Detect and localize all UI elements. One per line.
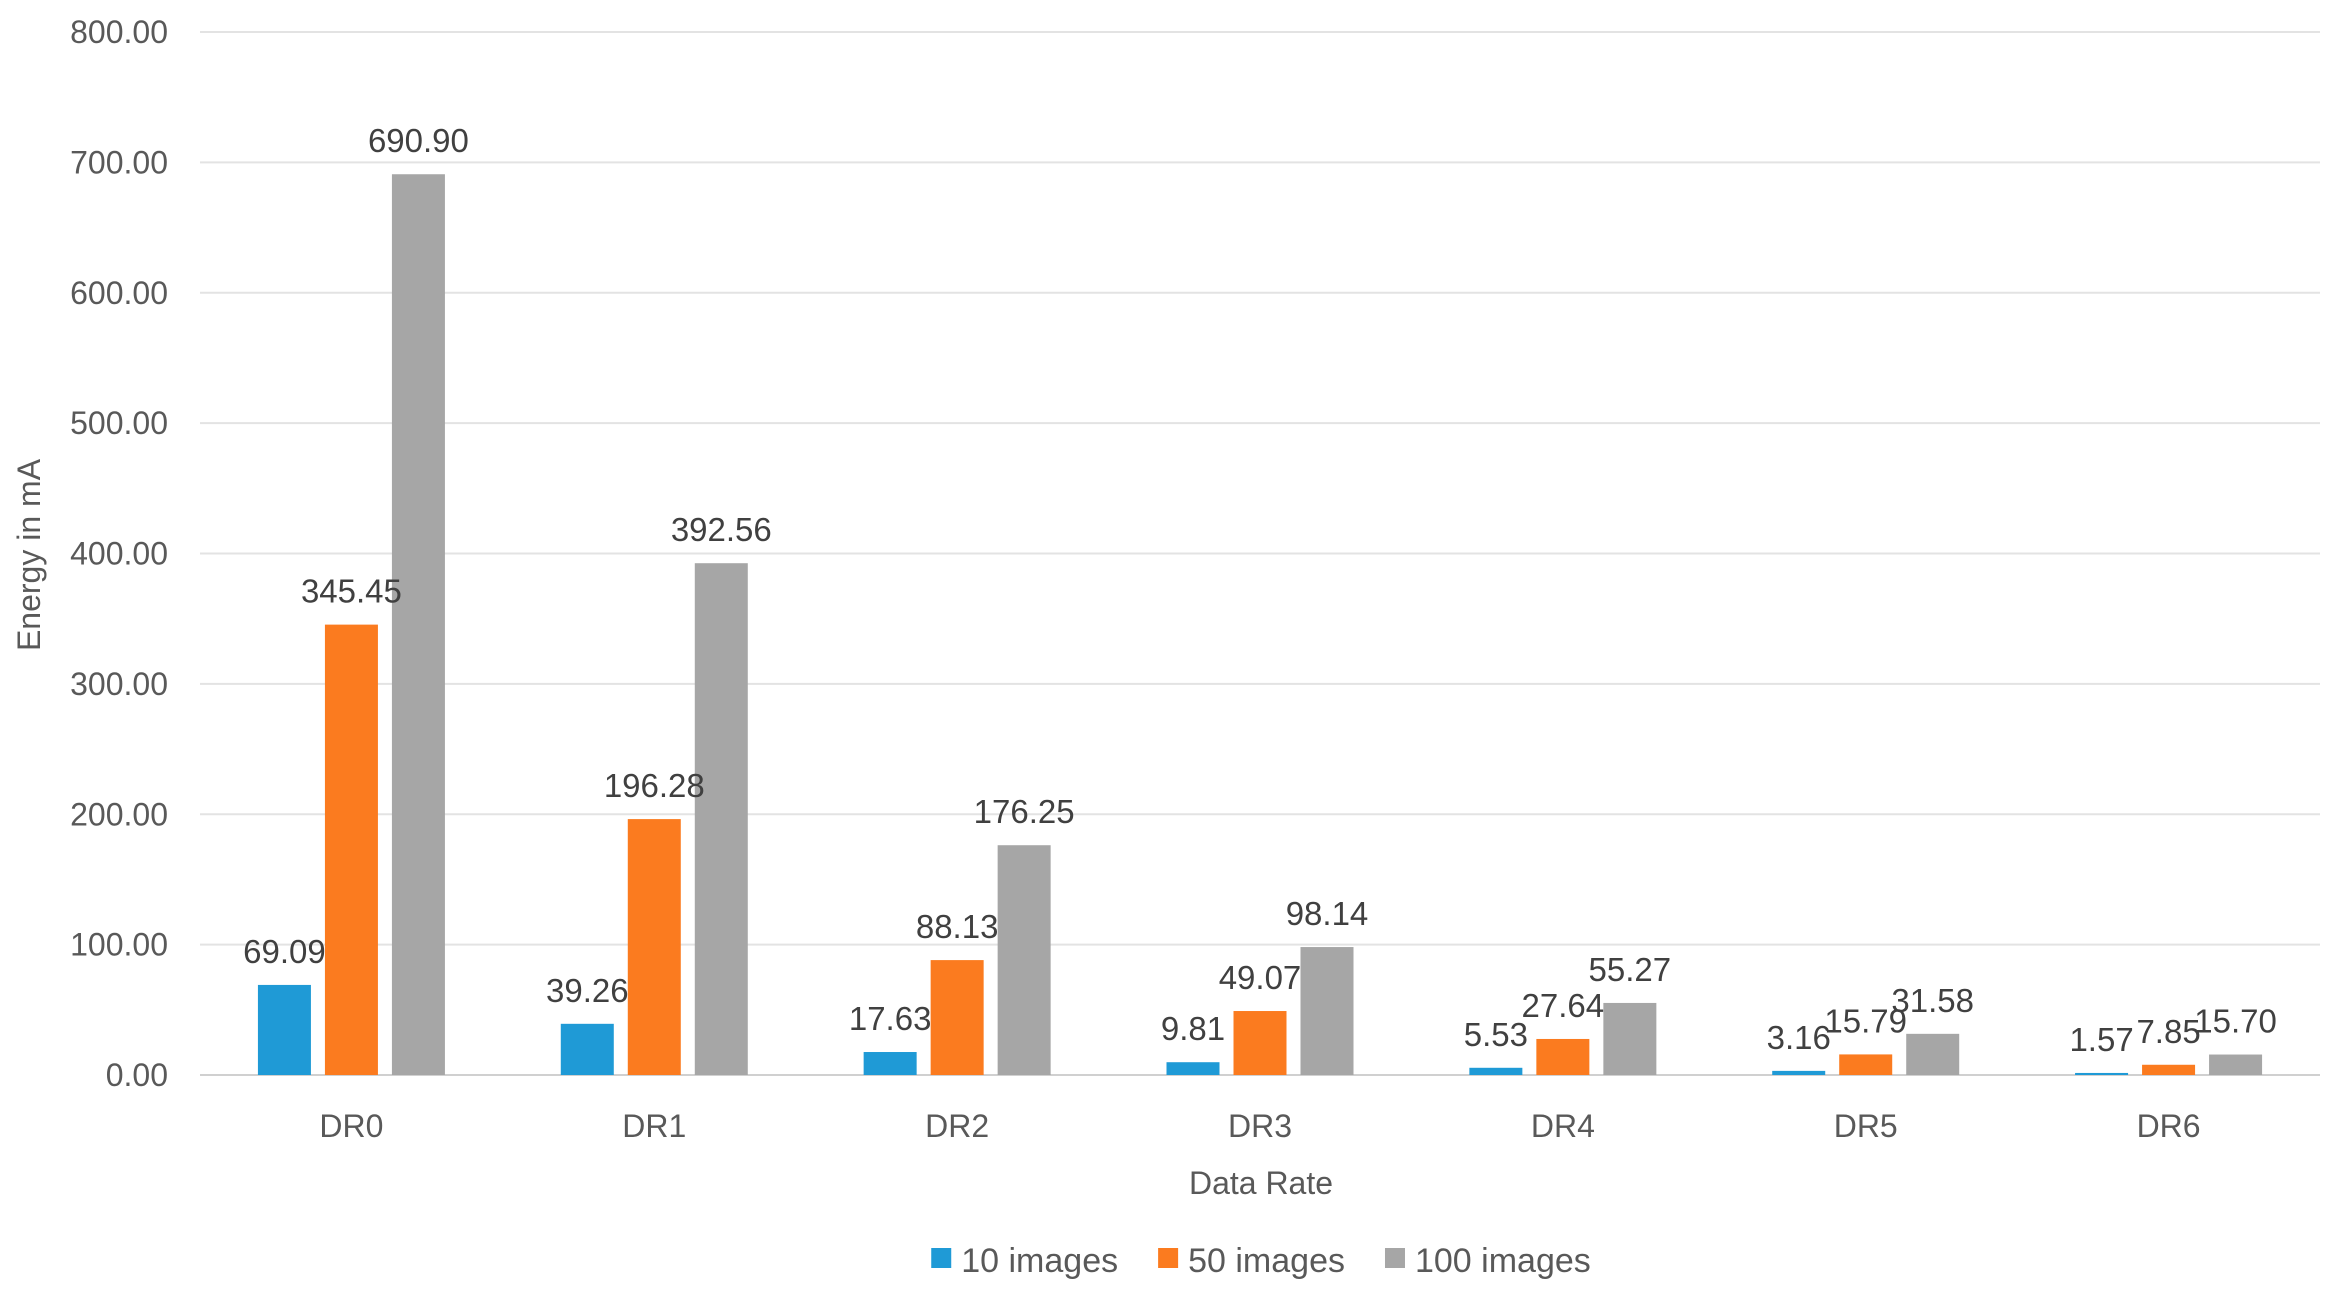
data-label: 55.27: [1589, 951, 1672, 988]
legend-item: 50 images: [1158, 1242, 1345, 1280]
data-label: 5.53: [1464, 1016, 1528, 1053]
data-label: 49.07: [1219, 959, 1302, 996]
bars: [257, 174, 2263, 1075]
bar-10-images-DR6: [2075, 1072, 2129, 1075]
legend-label: 10 images: [961, 1242, 1118, 1280]
data-label: 88.13: [916, 908, 999, 945]
y-tick-label: 300.00: [70, 666, 168, 702]
legend-label: 100 images: [1415, 1242, 1591, 1280]
data-label: 31.58: [1891, 982, 1974, 1019]
legend: 10 images 50 images 100 images: [931, 1242, 1591, 1280]
legend-item: 100 images: [1384, 1242, 1591, 1280]
bar-100-images-DR3: [1300, 947, 1354, 1075]
bar-100-images-DR1: [694, 563, 748, 1075]
y-tick-label: 700.00: [70, 144, 168, 180]
data-label: 15.70: [2194, 1003, 2277, 1040]
data-label: 690.90: [368, 122, 469, 159]
data-label: 9.81: [1161, 1010, 1225, 1047]
legend-swatch: [1384, 1248, 1405, 1268]
data-label: 15.79: [1824, 1002, 1907, 1039]
data-label: 345.45: [301, 573, 402, 610]
y-tick-label: 200.00: [70, 796, 168, 832]
gridlines: [200, 31, 2320, 1076]
y-tick-label: 400.00: [70, 536, 168, 572]
y-tick-label: 500.00: [70, 405, 168, 441]
bar-10-images-DR3: [1166, 1062, 1220, 1075]
data-label: 17.63: [849, 1000, 932, 1037]
bar-50-images-DR4: [1536, 1038, 1590, 1075]
data-label: 27.64: [1522, 987, 1605, 1024]
bar-50-images-DR0: [324, 624, 378, 1075]
y-axis-title: Energy in mA: [11, 458, 47, 651]
x-tick-label: DR3: [1228, 1108, 1292, 1144]
legend-swatch: [1158, 1248, 1179, 1268]
x-axis-title: Data Rate: [1189, 1165, 1333, 1201]
bar-10-images-DR0: [257, 984, 311, 1075]
x-tick-label: DR1: [622, 1108, 686, 1144]
data-labels: 69.09 345.45 690.90 39.26 196.28 392.56 17.63 8…: [243, 122, 2277, 1058]
bar-50-images-DR6: [2142, 1064, 2196, 1075]
data-label: 39.26: [546, 972, 629, 1009]
x-axis-tick-labels: DR0 DR1 DR2 DR3 DR4 DR5 DR6: [319, 1108, 2200, 1144]
data-label: 3.16: [1767, 1019, 1831, 1056]
data-label: 196.28: [604, 767, 705, 804]
data-label: 98.14: [1286, 895, 1369, 932]
data-label: 7.85: [2136, 1013, 2200, 1050]
y-axis-tick-labels: 0.00 100.00 200.00 300.00 400.00 500.00 600.00…: [70, 14, 168, 1093]
x-tick-label: DR4: [1531, 1108, 1595, 1144]
y-tick-label: 600.00: [70, 275, 168, 311]
data-label: 176.25: [974, 793, 1075, 830]
bar-50-images-DR2: [930, 960, 984, 1075]
bar-50-images-DR1: [627, 819, 681, 1075]
legend-label: 50 images: [1188, 1242, 1345, 1280]
bar-50-images-DR3: [1233, 1011, 1287, 1075]
x-tick-label: DR0: [319, 1108, 383, 1144]
bar-10-images-DR2: [863, 1052, 917, 1075]
x-tick-label: DR5: [1834, 1108, 1898, 1144]
x-tick-label: DR6: [2137, 1108, 2201, 1144]
bar-100-images-DR0: [391, 174, 445, 1075]
x-tick-label: DR2: [925, 1108, 989, 1144]
y-tick-label: 800.00: [70, 14, 168, 50]
legend-item: 10 images: [931, 1242, 1118, 1280]
y-tick-label: 100.00: [70, 927, 168, 963]
bar-10-images-DR1: [560, 1023, 614, 1075]
bar-10-images-DR5: [1772, 1070, 1826, 1075]
data-label: 69.09: [243, 933, 326, 970]
data-label: 392.56: [671, 511, 772, 548]
bar-100-images-DR2: [997, 845, 1051, 1075]
bar-100-images-DR6: [2209, 1054, 2263, 1075]
legend-swatch: [931, 1248, 952, 1268]
bar-100-images-DR5: [1906, 1033, 1960, 1075]
y-tick-label: 0.00: [106, 1057, 168, 1093]
bar-10-images-DR4: [1469, 1067, 1523, 1075]
bar-50-images-DR5: [1839, 1054, 1893, 1075]
data-label: 1.57: [2069, 1021, 2133, 1058]
bar-100-images-DR4: [1603, 1002, 1657, 1075]
